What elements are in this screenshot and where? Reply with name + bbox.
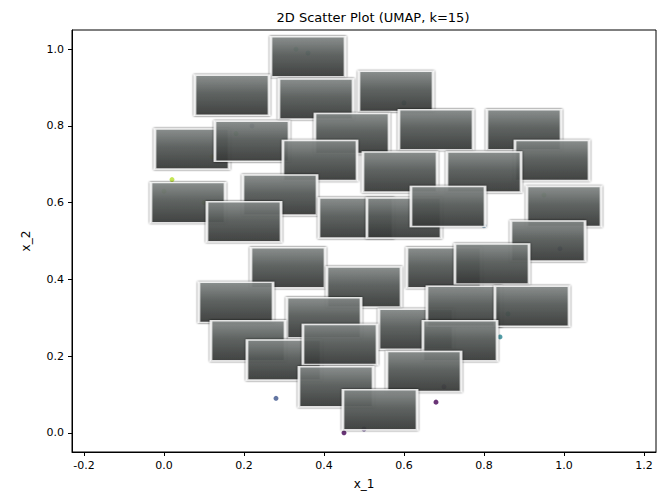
svg-text:0.2: 0.2 <box>235 459 253 472</box>
svg-text:0.4: 0.4 <box>47 273 65 286</box>
svg-text:1.0: 1.0 <box>47 43 65 56</box>
svg-text:2D Scatter Plot (UMAP, k=15): 2D Scatter Plot (UMAP, k=15) <box>277 10 470 25</box>
svg-text:0.2: 0.2 <box>47 350 65 363</box>
svg-text:1.2: 1.2 <box>635 459 653 472</box>
svg-text:0.6: 0.6 <box>47 196 65 209</box>
svg-text:x_2: x_2 <box>19 231 33 252</box>
svg-text:1.0: 1.0 <box>555 459 573 472</box>
svg-text:0.6: 0.6 <box>395 459 413 472</box>
svg-text:-0.2: -0.2 <box>73 459 94 472</box>
svg-text:0.0: 0.0 <box>47 426 65 439</box>
svg-text:0.8: 0.8 <box>47 119 65 132</box>
svg-text:0.0: 0.0 <box>155 459 173 472</box>
svg-text:x_1: x_1 <box>354 477 375 491</box>
svg-text:0.8: 0.8 <box>475 459 493 472</box>
svg-text:0.4: 0.4 <box>315 459 333 472</box>
